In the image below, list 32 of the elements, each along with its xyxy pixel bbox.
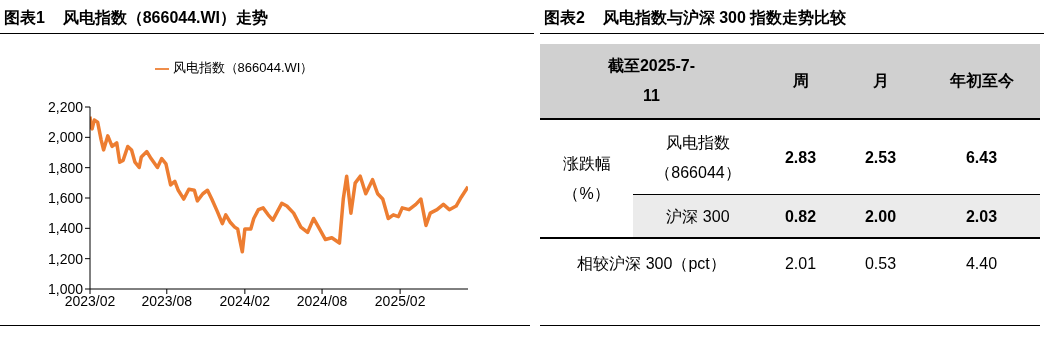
- y-tick-label: 1,200: [47, 250, 84, 267]
- category-label: 风电指数（866044）: [655, 133, 741, 181]
- text: 涨跌幅（%）: [561, 154, 612, 204]
- text: 4.40: [965, 255, 998, 272]
- text: 0.82: [784, 207, 817, 225]
- x-tick-label: 2024/02: [219, 292, 271, 309]
- text: 2.53: [864, 148, 897, 166]
- category-label: 相较沪深 300（pct）: [577, 255, 726, 272]
- chart-title: 图表1 风电指数（866044.WI）走势: [0, 0, 534, 34]
- y-tick-label: 1,800: [47, 159, 84, 176]
- text: 图表2 风电指数与沪深 300 指数走势比较: [540, 0, 1044, 34]
- text: 0.53: [864, 255, 897, 272]
- category-label: 周: [791, 71, 810, 91]
- category-label: 年初至今: [948, 71, 1015, 91]
- y-tick-label: 2,200: [47, 98, 84, 115]
- text: 2.00: [864, 207, 897, 225]
- legend-label: 风电指数（866044.WI）: [172, 60, 314, 75]
- text: 2.01: [784, 255, 817, 272]
- category-label: 月: [871, 71, 890, 91]
- y-tick-label: 1,400: [47, 220, 84, 237]
- x-tick-label: 2023/08: [141, 292, 193, 309]
- y-tick-label: 2,000: [47, 129, 84, 146]
- y-tick-label: 1,600: [47, 189, 84, 206]
- x-tick-label: 2025/02: [374, 292, 426, 309]
- text: 2.03: [965, 207, 998, 225]
- x-tick-label: 2024/08: [296, 292, 348, 309]
- category-label: 沪深 300: [666, 207, 730, 225]
- y-tick-label: 1,000: [47, 280, 84, 297]
- text: 6.43: [965, 148, 998, 166]
- line-series: [90, 114, 468, 254]
- text: 截至2025-7-11: [606, 56, 697, 106]
- text: 2.83: [784, 148, 817, 166]
